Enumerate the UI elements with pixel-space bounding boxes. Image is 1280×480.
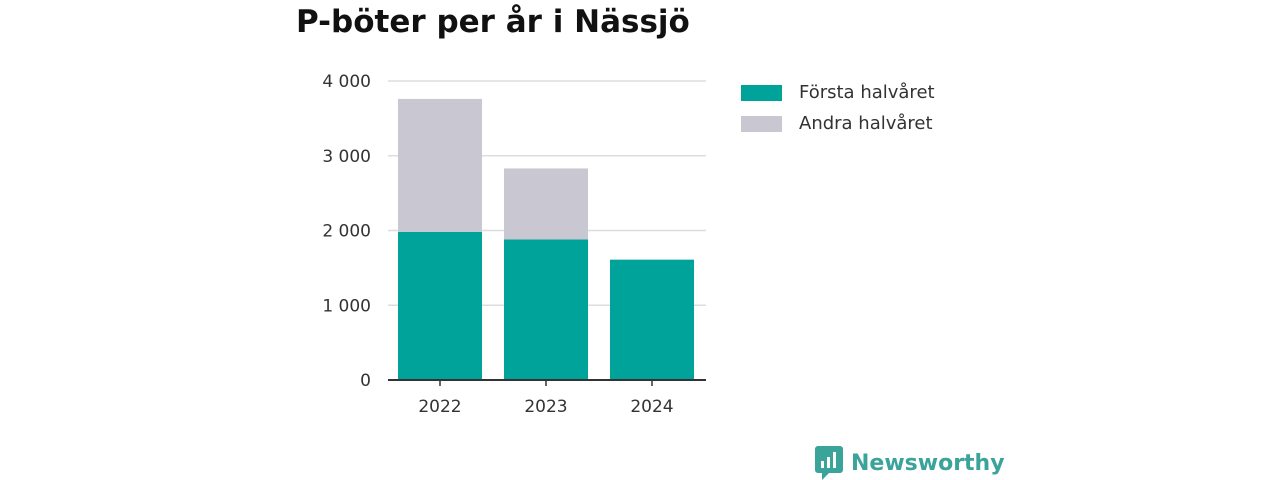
chart-title: P-böter per år i Nässjö (296, 4, 690, 40)
legend-item-first-half: Första halvåret (741, 77, 935, 108)
brand-name: Newsworthy (851, 450, 1005, 476)
legend-item-second-half: Andra halvåret (741, 108, 935, 139)
x-tick-label: 2022 (418, 397, 461, 417)
y-tick-label: 3 000 (322, 147, 371, 167)
newsworthy-logo-icon (815, 446, 843, 480)
legend-swatch-second-half (741, 115, 782, 132)
bar-first-half (610, 259, 694, 380)
bar-first-half (504, 239, 588, 380)
brand: Newsworthy (815, 446, 1005, 480)
legend-label-second-half: Andra halvåret (799, 113, 933, 134)
bar-second-half (504, 168, 588, 240)
x-tick-label: 2023 (524, 397, 567, 417)
y-tick-label: 4 000 (322, 72, 371, 92)
y-tick-label: 1 000 (322, 296, 371, 316)
x-tick-label: 2024 (630, 397, 673, 417)
legend-label-first-half: Första halvåret (799, 82, 935, 103)
bar-second-half (398, 98, 482, 232)
bar-first-half (398, 231, 482, 380)
y-tick-label: 2 000 (322, 222, 371, 242)
y-tick-label: 0 (360, 371, 371, 391)
legend-swatch-first-half (741, 84, 782, 101)
legend: Första halvåret Andra halvåret (741, 77, 935, 139)
